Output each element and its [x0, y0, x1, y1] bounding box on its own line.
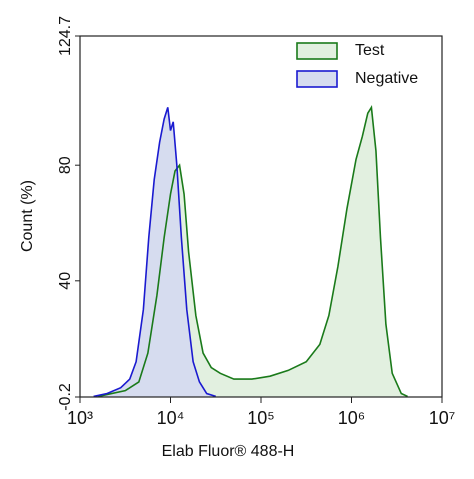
x-tick-label: 10³ [67, 408, 93, 428]
area [93, 107, 216, 397]
x-tick-label: 10⁶ [338, 408, 365, 428]
y-tick-label: 40 [57, 272, 74, 290]
x-tick-label: 10⁷ [429, 408, 456, 428]
line [97, 104, 408, 398]
y-tick-label: -0.2 [57, 383, 74, 411]
legend-swatch [296, 70, 338, 88]
line [93, 107, 216, 398]
legend-label: Negative [355, 70, 418, 87]
x-tick-label: 10⁴ [157, 408, 185, 428]
x-axis-title: Elab Fluor® 488-H [162, 443, 295, 460]
x-tick-label: 10⁵ [247, 408, 274, 428]
y-axis-title: Count (%) [19, 180, 36, 252]
legend-swatch [296, 42, 338, 60]
legend-label: Test [355, 42, 385, 59]
y-tick-label: 124.7 [57, 16, 74, 56]
y-tick-label: 80 [57, 156, 74, 174]
